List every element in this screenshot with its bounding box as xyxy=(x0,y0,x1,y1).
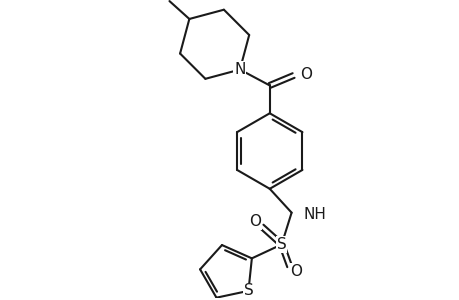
Text: O: O xyxy=(290,264,302,279)
Text: S: S xyxy=(276,237,286,252)
Text: S: S xyxy=(243,284,253,298)
Text: O: O xyxy=(300,67,312,82)
Text: O: O xyxy=(248,214,260,229)
Text: NH: NH xyxy=(303,207,326,222)
Text: N: N xyxy=(234,62,245,77)
